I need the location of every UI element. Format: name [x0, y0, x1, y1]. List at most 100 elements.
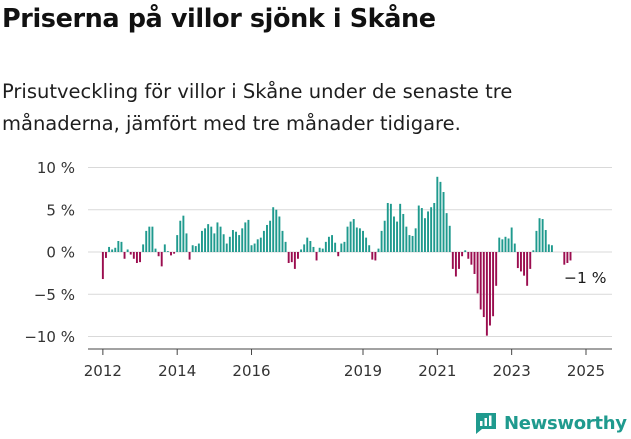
- bar: [340, 243, 343, 252]
- bar: [117, 241, 120, 252]
- bar: [436, 176, 439, 252]
- bar: [194, 246, 197, 252]
- bar: [290, 252, 293, 263]
- bar: [495, 252, 498, 286]
- bar: [423, 218, 426, 252]
- latest-value-annotation: −1 %: [564, 269, 607, 287]
- newsworthy-logo: Newsworthy: [474, 409, 627, 437]
- bar: [470, 252, 473, 265]
- chart-subtitle: Prisutveckling för villor i Skåne under …: [2, 80, 513, 135]
- bar: [389, 203, 392, 252]
- bar: [541, 219, 544, 252]
- bar: [365, 237, 368, 252]
- bar: [498, 237, 501, 252]
- bar: [151, 226, 154, 252]
- bar: [123, 252, 126, 259]
- bar: [315, 252, 318, 261]
- bar: [179, 220, 182, 252]
- bar: [411, 235, 414, 252]
- bar: [368, 245, 371, 252]
- x-tick-label: 2019: [344, 362, 382, 380]
- bar: [386, 202, 389, 252]
- bar: [454, 252, 457, 277]
- bar: [235, 231, 237, 252]
- bar: [247, 219, 250, 252]
- bar: [275, 209, 278, 252]
- bar: [377, 248, 380, 252]
- bar: [467, 252, 470, 259]
- bar: [445, 213, 448, 252]
- bar: [458, 252, 460, 269]
- bar: [380, 230, 383, 253]
- bar: [550, 245, 553, 252]
- bar: [532, 250, 535, 252]
- bar: [160, 252, 163, 267]
- x-tick-label: 2012: [84, 362, 122, 380]
- bars: [101, 176, 572, 336]
- bar-chart-logo-icon: [476, 413, 496, 434]
- bar: [526, 252, 529, 286]
- bar: [231, 230, 234, 252]
- bar: [405, 226, 408, 252]
- bar: [402, 213, 405, 252]
- bar: [132, 252, 135, 259]
- bar: [306, 237, 309, 252]
- bar: [244, 222, 247, 252]
- bar: [253, 243, 256, 252]
- bar: [442, 192, 445, 252]
- bar: [213, 233, 216, 252]
- bar: [148, 226, 151, 252]
- bar: [207, 224, 210, 252]
- bar: [569, 252, 572, 261]
- bar: [430, 207, 433, 252]
- bar: [303, 244, 306, 252]
- x-tick-label: 2021: [418, 362, 456, 380]
- bar: [129, 252, 132, 255]
- y-tick-label: 0 %: [46, 244, 75, 262]
- bar: [210, 226, 213, 252]
- bar: [485, 252, 488, 336]
- bar: [538, 218, 541, 252]
- bar: [256, 239, 259, 252]
- bar: [259, 237, 262, 252]
- bar: [492, 252, 495, 317]
- bar: [479, 252, 482, 310]
- bar: [197, 243, 200, 252]
- bar: [312, 246, 315, 252]
- bar: [139, 252, 141, 263]
- bar: [355, 227, 358, 252]
- bar: [324, 241, 327, 252]
- bar: [204, 228, 207, 252]
- bar: [566, 252, 569, 263]
- bar: [278, 216, 281, 252]
- bar: [529, 252, 532, 269]
- bar: [176, 235, 179, 252]
- bar: [222, 234, 225, 252]
- bar: [182, 215, 185, 252]
- bar: [393, 216, 395, 252]
- x-tick-label: 2025: [567, 362, 605, 380]
- bar: [451, 252, 454, 269]
- bar: [383, 220, 386, 252]
- y-tick-label: −5 %: [34, 286, 75, 304]
- bar: [439, 181, 442, 252]
- bar: [516, 252, 519, 269]
- y-tick-label: 5 %: [46, 201, 75, 219]
- x-axis: 2012 2014 2016 2019 2021 2023 2025: [84, 348, 612, 380]
- bar: [358, 228, 361, 252]
- bar: [135, 252, 138, 263]
- bar: [547, 244, 550, 252]
- bar: [535, 230, 538, 253]
- bar: [448, 225, 451, 252]
- bar: [482, 252, 485, 318]
- chart-title: Priserna på villor sjönk i Skåne: [2, 4, 436, 34]
- bar: [188, 252, 191, 260]
- bar: [170, 252, 172, 256]
- bar: [241, 228, 244, 252]
- bar: [489, 252, 491, 326]
- bar: [374, 252, 377, 261]
- bar: [563, 252, 566, 265]
- bar: [513, 243, 516, 252]
- bar: [126, 249, 129, 252]
- bar: [352, 219, 355, 252]
